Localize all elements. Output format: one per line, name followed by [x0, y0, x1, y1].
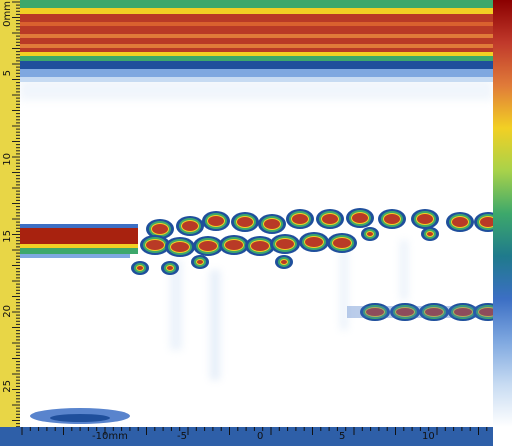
- ruler-corner: [0, 427, 20, 446]
- echo-core: [417, 214, 433, 224]
- horizontal-position-ruler[interactable]: -10mm -5 0 5 10: [20, 427, 493, 446]
- ultrasound-scan-image[interactable]: [20, 0, 493, 427]
- echo-core: [171, 242, 189, 252]
- echo-core: [427, 232, 433, 236]
- echo-core: [322, 214, 338, 224]
- echo-core: [182, 221, 198, 231]
- defect-indications: [131, 208, 493, 321]
- echo-core: [237, 217, 253, 227]
- bottom-left-echo-core: [50, 414, 110, 422]
- depth-label-15: 15: [2, 230, 13, 243]
- echo-core: [480, 217, 493, 227]
- echo-core: [152, 224, 168, 234]
- depth-label-5: 5: [2, 70, 13, 77]
- echo-core: [452, 217, 468, 227]
- echo-core: [197, 260, 203, 264]
- depth-label-20: 20: [2, 305, 13, 318]
- position-label-5: 5: [339, 431, 346, 442]
- left-reflector-band: [20, 224, 138, 258]
- echo-core: [251, 241, 269, 251]
- echo-core: [276, 239, 294, 249]
- position-label-minus5: -5: [177, 431, 187, 442]
- echo-core: [384, 214, 400, 224]
- background-speckle: [20, 80, 493, 380]
- echo-core: [396, 308, 414, 316]
- depth-label-0mm: 0mm: [2, 1, 13, 27]
- horizontal-ruler-ticks: [21, 427, 488, 435]
- echo-core: [146, 240, 164, 250]
- echo-core: [167, 266, 173, 270]
- position-label-0: 0: [257, 431, 264, 442]
- echo-core: [305, 237, 323, 247]
- echo-core: [137, 266, 143, 270]
- position-label-minus10mm: -10mm: [92, 431, 128, 442]
- echo-core: [454, 308, 472, 316]
- echo-core: [208, 216, 224, 226]
- position-label-10: 10: [422, 431, 435, 442]
- echo-core: [425, 308, 443, 316]
- depth-label-25: 25: [2, 380, 13, 393]
- lower-chain-band: [347, 306, 493, 318]
- color-scale-bar: [493, 0, 512, 427]
- echo-core: [479, 308, 493, 316]
- scan-heatmap: [20, 0, 493, 424]
- echo-core: [352, 213, 368, 223]
- echo-core: [367, 232, 373, 236]
- echo-core: [225, 240, 243, 250]
- vertical-ruler-ticks: [12, 1, 20, 427]
- echo-core: [292, 214, 308, 224]
- echo-core: [366, 308, 384, 316]
- color-scale-footer: [493, 427, 512, 446]
- echo-core: [281, 260, 287, 264]
- vertical-depth-ruler[interactable]: 0mm 5 10 15 20 25: [0, 0, 20, 446]
- front-wall-echo: [20, 0, 493, 82]
- echo-core: [199, 241, 217, 251]
- depth-label-10: 10: [2, 153, 13, 166]
- echo-core: [264, 219, 280, 229]
- echo-core: [333, 238, 351, 248]
